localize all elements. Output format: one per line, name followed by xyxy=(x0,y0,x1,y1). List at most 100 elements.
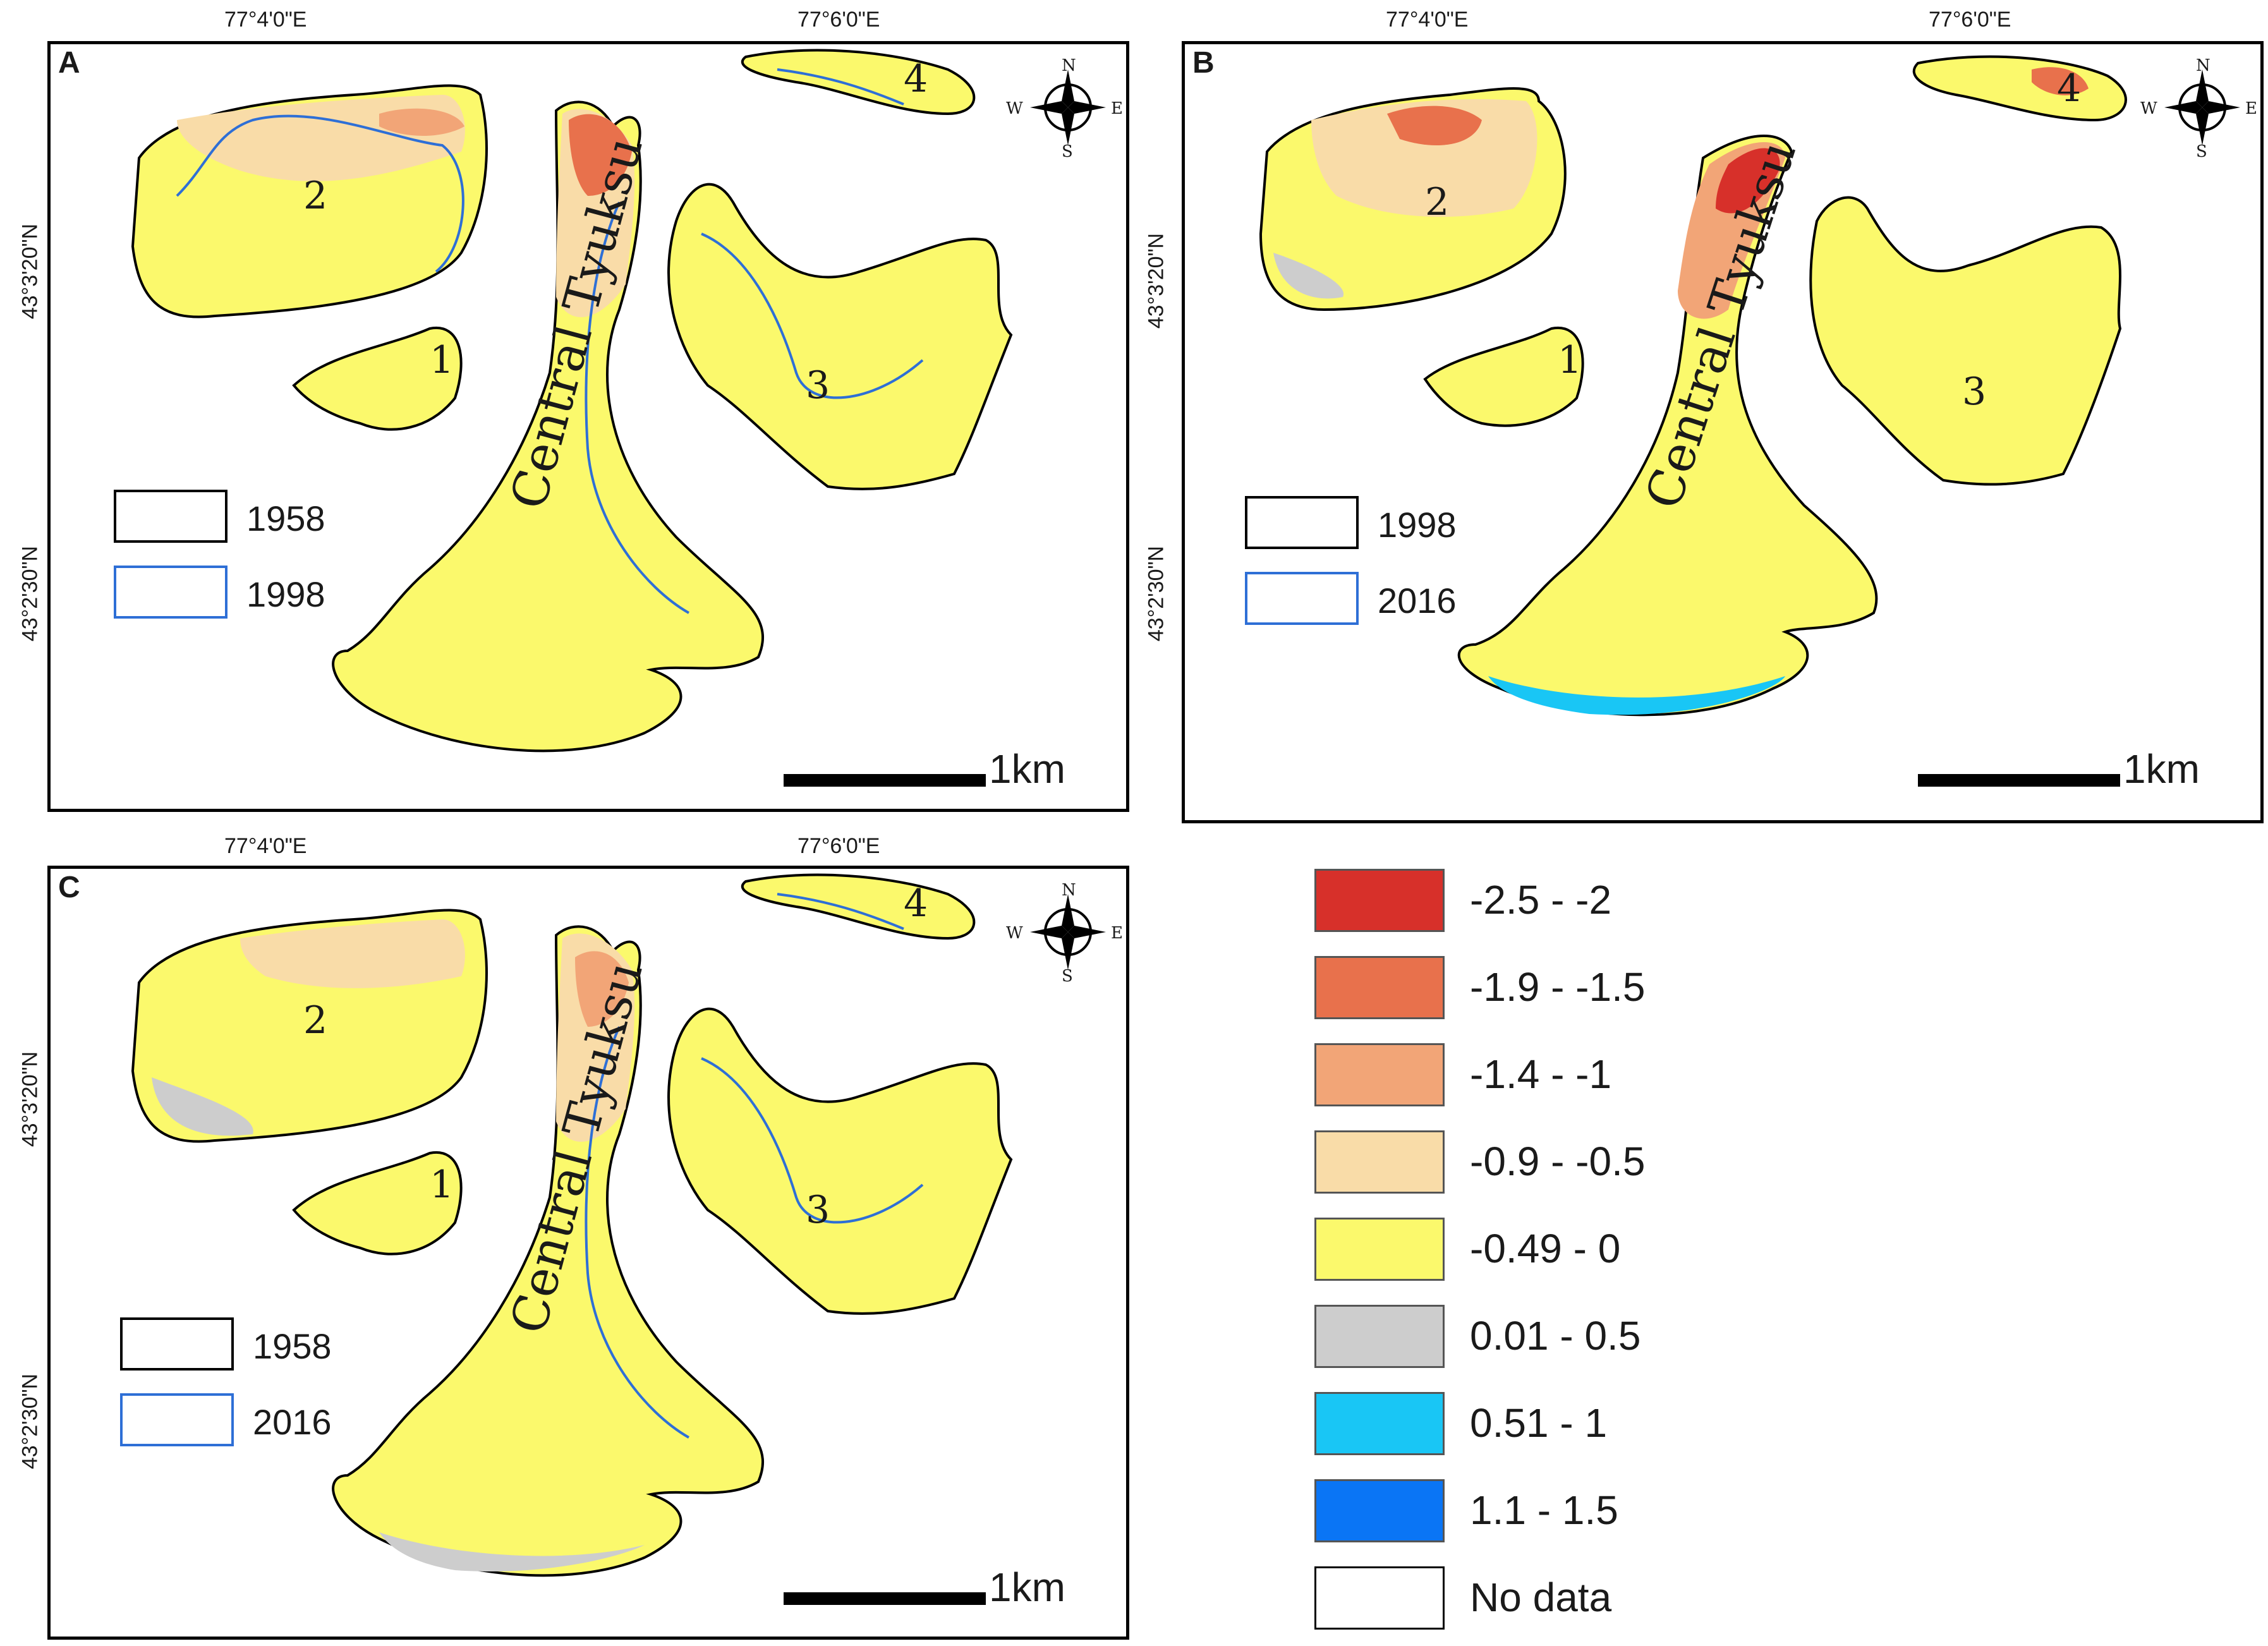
scale-bar xyxy=(1918,774,2120,787)
lon-label-a-west: 77°4'0"E xyxy=(224,8,307,32)
north-arrow-icon xyxy=(2164,70,2240,145)
legend-label: -0.49 - 0 xyxy=(1470,1226,1621,1271)
legend-swatch xyxy=(1314,1043,1445,1106)
legend-swatch xyxy=(1314,1479,1445,1542)
legend-label: 1.1 - 1.5 xyxy=(1470,1487,1618,1533)
legend-outline-swatch xyxy=(120,1317,234,1371)
legend-label: -0.9 - -0.5 xyxy=(1470,1139,1646,1184)
glacier-2-gain-patch xyxy=(152,1077,253,1136)
glacier-4-outline xyxy=(741,49,976,116)
lat-label-a-north: 43°3'20"N xyxy=(18,223,42,320)
legend-inner-swatch xyxy=(1245,572,1359,625)
lon-label-b-east: 77°6'0"E xyxy=(1929,8,2011,32)
compass-e: E xyxy=(1111,924,1123,943)
lon-label-c-west: 77°4'0"E xyxy=(224,834,307,858)
panel-letter: B xyxy=(1192,46,1215,80)
glacier-label-4: 4 xyxy=(904,57,928,101)
compass-n: N xyxy=(1062,881,1076,900)
compass-w: W xyxy=(1006,924,1023,943)
glacier-4-inner-line xyxy=(777,893,904,930)
compass-w: W xyxy=(1006,99,1023,118)
glacier-2-ablation-patch xyxy=(1387,106,1482,145)
central-tyuksu-top-patch xyxy=(1716,148,1780,214)
glacier-label-4: 4 xyxy=(2057,66,2081,111)
scale-label: 1km xyxy=(989,746,1065,792)
glacier-label-1: 1 xyxy=(430,338,454,382)
legend-swatch xyxy=(1314,1566,1445,1630)
compass-e: E xyxy=(1111,99,1123,118)
glacier-label-4: 4 xyxy=(904,881,928,926)
map-a-canvas: Central Tyuksu 2 1 3 4 N S E W xyxy=(131,49,1123,753)
lon-label-b-west: 77°4'0"E xyxy=(1386,8,1469,32)
glacier-2-upper-zone xyxy=(240,919,465,988)
compass-w: W xyxy=(2140,99,2157,118)
glacier-2-ablation-patch xyxy=(379,108,464,136)
glacier-label-2: 2 xyxy=(303,174,327,218)
legend-swatch xyxy=(1314,956,1445,1019)
glacier-label-3: 3 xyxy=(1962,370,1986,414)
compass-s: S xyxy=(1062,142,1073,161)
glacier-2-inner-line xyxy=(176,114,464,273)
glacier-label-1: 1 xyxy=(1558,338,1582,382)
color-legend: -2.5 - -2 -1.9 - -1.5 -1.4 - -1 -0.9 - -0.5… xyxy=(1314,869,1694,1640)
glacier-1-outline xyxy=(292,326,463,431)
central-tyuksu-outline xyxy=(1457,135,1878,717)
glacier-3-outline xyxy=(667,183,1013,490)
legend-outline-swatch xyxy=(1245,496,1359,549)
legend-outline-swatch xyxy=(114,490,227,543)
legend-label: 0.51 - 1 xyxy=(1470,1400,1608,1446)
legend-swatch xyxy=(1314,1305,1445,1368)
lat-label-a-south: 43°2'30"N xyxy=(18,545,42,642)
scale-label: 1km xyxy=(989,1564,1065,1610)
north-arrow-icon xyxy=(1030,894,1106,970)
central-tyuksu-top-patch xyxy=(569,114,632,196)
legend-outline-year: 1958 xyxy=(246,499,325,538)
glacier-3-outline xyxy=(1809,196,2122,486)
compass-e: E xyxy=(2245,99,2257,118)
legend-swatch xyxy=(1314,1130,1445,1194)
legend-label: 0.01 - 0.5 xyxy=(1470,1313,1641,1359)
map-c-canvas: Central Tyuksu 2 1 3 4 N S E W xyxy=(131,873,1123,1577)
legend-label: No data xyxy=(1470,1575,1612,1620)
glacier-2-upper-zone xyxy=(1311,99,1537,217)
glacier-label-2: 2 xyxy=(1425,180,1449,224)
map-panel-c: Central Tyuksu 2 1 3 4 N S E W C 1958 20… xyxy=(47,866,1129,1640)
map-panel-a: Central Tyuksu 2 1 3 4 N S E W A 1958 19… xyxy=(47,41,1129,812)
glacier-1-outline xyxy=(1423,326,1584,427)
glacier-label-3: 3 xyxy=(806,363,830,408)
legend-outline-year: 1958 xyxy=(253,1326,332,1366)
lat-label-c-south: 43°2'30"N xyxy=(18,1373,42,1470)
compass-s: S xyxy=(2196,142,2207,161)
legend-label: -1.9 - -1.5 xyxy=(1470,964,1646,1010)
central-tyuksu-top-patch xyxy=(575,951,629,1027)
map-panel-b: Central Tyuksu 2 1 3 4 N S E W B 1998 20… xyxy=(1182,41,2264,823)
glacier-label-2: 2 xyxy=(303,998,327,1043)
lon-label-c-east: 77°6'0"E xyxy=(797,834,880,858)
lat-label-b-north: 43°3'20"N xyxy=(1144,233,1168,329)
legend-outline-year: 1998 xyxy=(1378,505,1457,545)
legend-inner-swatch xyxy=(120,1393,234,1446)
panel-letter: C xyxy=(58,871,80,904)
legend-swatch xyxy=(1314,1392,1445,1455)
glacier-3-inner-line xyxy=(701,1057,924,1224)
glacier-4-patch xyxy=(2032,67,2089,95)
legend-inner-year: 2016 xyxy=(253,1402,332,1442)
legend-inner-swatch xyxy=(114,566,227,619)
panel-letter: A xyxy=(58,46,80,80)
legend-label: -1.4 - -1 xyxy=(1470,1051,1612,1097)
legend-swatch xyxy=(1314,1218,1445,1281)
glacier-label-3: 3 xyxy=(806,1188,830,1232)
compass-n: N xyxy=(2196,56,2210,75)
north-arrow-icon xyxy=(1030,70,1106,145)
legend-inner-year: 1998 xyxy=(246,574,325,614)
scale-bar xyxy=(784,774,986,787)
map-b-canvas: Central Tyuksu 2 1 3 4 N S E W xyxy=(1259,55,2257,717)
legend-label: -2.5 - -2 xyxy=(1470,877,1612,923)
scale-bar xyxy=(784,1592,986,1605)
glacier-label-1: 1 xyxy=(430,1163,454,1207)
glacier-3-inner-line xyxy=(701,233,924,399)
glacier-4-outline xyxy=(741,873,976,940)
lat-label-c-north: 43°3'20"N xyxy=(18,1051,42,1147)
glacier-1-outline xyxy=(292,1151,463,1256)
central-tyuksu-inner-line xyxy=(585,202,689,614)
